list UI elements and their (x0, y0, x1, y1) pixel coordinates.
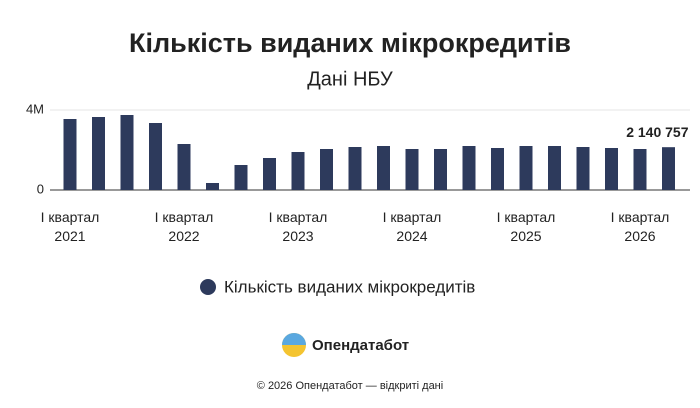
bar (234, 165, 248, 190)
x-tick-label-line: 2026 (624, 228, 655, 244)
x-tick-label-line: I квартал (497, 209, 556, 225)
x-tick-label: I квартал 2024 (383, 209, 442, 244)
bar (576, 147, 590, 190)
x-tick-label: I квартал 2021 (41, 209, 100, 244)
x-tick-label-line: I квартал (155, 209, 214, 225)
bar (348, 147, 362, 190)
bar (548, 146, 561, 190)
x-tick-label-line: 2023 (282, 228, 313, 244)
bar (377, 146, 390, 190)
bar (605, 148, 618, 190)
x-tick-label-line: 2022 (168, 228, 199, 244)
x-tick-label: I квартал 2025 (497, 209, 556, 244)
chart-title: Кількість виданих мікрокредитів (129, 28, 571, 58)
chart-subtitle: Дані НБУ (307, 68, 393, 90)
logo: Опендатабот (282, 333, 409, 357)
x-tick-label-line: 2021 (54, 228, 85, 244)
bar (519, 146, 533, 190)
x-tick-label-line: I квартал (269, 209, 328, 225)
bar (92, 117, 105, 190)
logo-text: Опендатабот (312, 337, 409, 354)
bar (491, 148, 504, 190)
bar (434, 149, 447, 190)
bar (662, 147, 675, 190)
x-tick-label: I квартал 2023 (269, 209, 328, 244)
bar (405, 149, 419, 190)
data-label: 2 140 757 (626, 124, 688, 140)
footer: © 2026 Опендатабот — відкриті дані (257, 380, 443, 392)
bar (120, 115, 134, 190)
bar (291, 152, 305, 190)
bar (177, 144, 191, 190)
bar (633, 149, 647, 190)
x-tick-label-line: 2024 (396, 228, 427, 244)
bar (149, 123, 162, 190)
x-tick-label-line: I квартал (41, 209, 100, 225)
x-tick-label: I квартал 2026 (611, 209, 670, 244)
x-tick-label-line: I квартал (611, 209, 670, 225)
x-tick-label: I квартал 2022 (155, 209, 214, 244)
x-tick-label-line: 2025 (510, 228, 541, 244)
logo-icon-top (282, 333, 306, 345)
bar (320, 149, 333, 190)
x-tick-label-line: I квартал (383, 209, 442, 225)
y-tick-label: 0 (37, 181, 44, 196)
legend-label: Кількість виданих мікрокредитів (224, 277, 475, 296)
y-tick-label: 4M (26, 101, 44, 116)
bar (63, 119, 77, 190)
bar (206, 183, 219, 190)
bar (263, 158, 276, 190)
legend-marker (200, 279, 216, 295)
bar (462, 146, 476, 190)
